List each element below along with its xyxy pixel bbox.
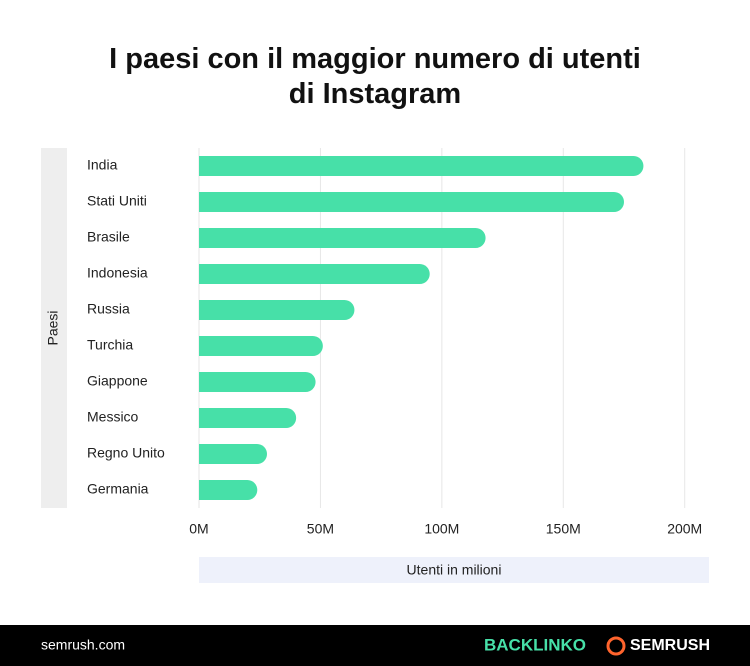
bar xyxy=(199,300,355,320)
y-tick-label: Russia xyxy=(87,301,130,317)
y-tick-label: Germania xyxy=(87,481,149,497)
y-tick-label: Indonesia xyxy=(87,265,148,281)
x-axis-band xyxy=(199,557,709,583)
x-tick-label: 100M xyxy=(424,521,459,537)
footer-site: semrush.com xyxy=(41,637,125,653)
semrush-icon xyxy=(606,636,626,656)
y-tick-label: Turchia xyxy=(87,337,133,353)
bar xyxy=(199,480,258,500)
bar xyxy=(199,372,316,392)
x-tick-label: 150M xyxy=(546,521,581,537)
bar xyxy=(199,336,323,356)
y-tick-label: Giappone xyxy=(87,373,148,389)
y-tick-label: Messico xyxy=(87,409,139,425)
bar xyxy=(199,444,267,464)
y-tick-label: Stati Uniti xyxy=(87,193,147,209)
y-tick-label: Regno Unito xyxy=(87,445,165,461)
x-tick-label: 200M xyxy=(667,521,702,537)
y-axis-label: Paesi xyxy=(45,310,61,345)
bar xyxy=(199,228,486,248)
x-axis-label: Utenti in milioni xyxy=(407,562,502,578)
chart-title: I paesi con il maggior numero di utenti d… xyxy=(109,43,641,110)
bar xyxy=(199,192,624,212)
bar xyxy=(199,264,430,284)
footer-brand: BACKLINKO xyxy=(484,635,586,654)
bar xyxy=(199,408,297,428)
y-tick-label: Brasile xyxy=(87,229,130,245)
bar xyxy=(199,156,644,176)
footer-brand: SEMRUSH xyxy=(630,637,710,654)
y-axis-band xyxy=(41,148,67,508)
x-tick-label: 50M xyxy=(307,521,334,537)
x-tick-label: 0M xyxy=(189,521,208,537)
y-tick-label: India xyxy=(87,157,118,173)
